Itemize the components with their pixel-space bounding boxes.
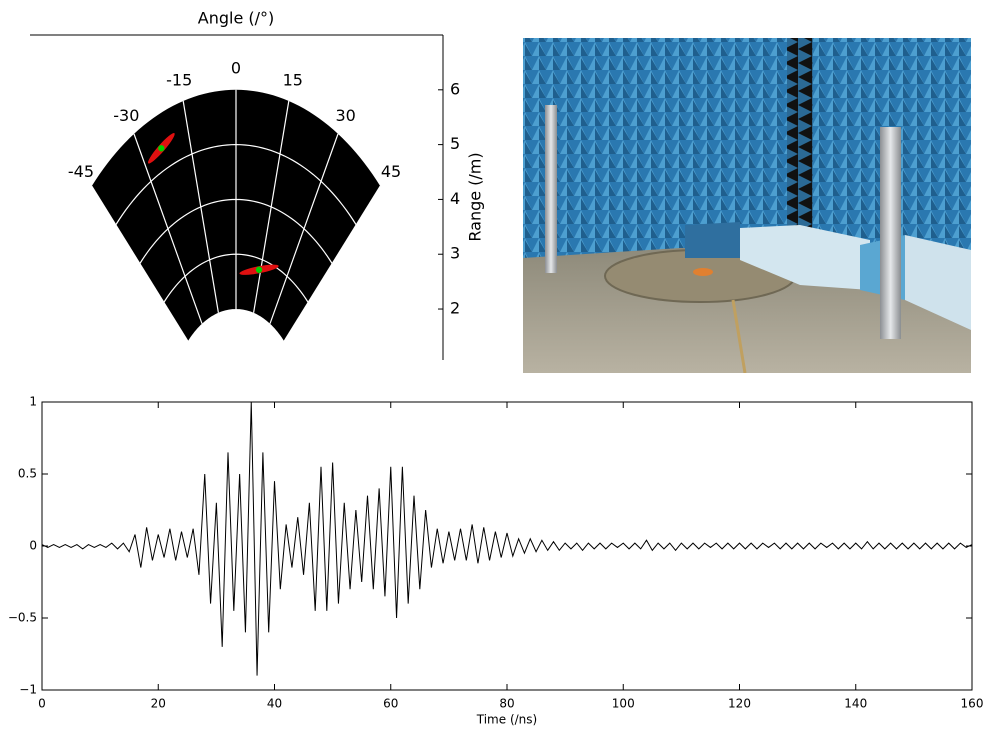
y-tick-label: 0: [29, 539, 37, 553]
target-point: [158, 145, 165, 152]
y-tick-label: −0.5: [8, 611, 37, 625]
absorber-block: [740, 225, 870, 290]
angle-tick-label: 15: [283, 71, 303, 90]
corner-absorbers: [787, 38, 813, 228]
angle-grid-line: [269, 133, 339, 324]
plot-frame: [41, 401, 973, 691]
angle-grid-line: [133, 133, 203, 324]
angle-tick-label: -45: [68, 162, 94, 181]
x-tick-label: 140: [844, 697, 867, 711]
turntable-center: [693, 268, 713, 276]
signal-line: [41, 401, 973, 676]
x-tick-label: 40: [267, 697, 282, 711]
x-tick-label: 100: [612, 697, 635, 711]
angle-tick-label: 0: [231, 59, 241, 78]
x-axis-label: Time (/ns): [476, 713, 537, 727]
range-tick-label: 5: [450, 134, 460, 153]
pole: [545, 105, 557, 273]
x-tick-label: 120: [728, 697, 751, 711]
angle-tick-label: -30: [113, 106, 139, 125]
target-point: [255, 266, 263, 273]
x-tick-label: 60: [383, 697, 398, 711]
floor-line: [731, 299, 747, 373]
angle-grid-line: [91, 185, 189, 342]
angle-grid-line: [253, 100, 290, 313]
angle-grid-line: [182, 100, 219, 313]
absorber-block: [905, 235, 971, 330]
angle-grid-line: [283, 185, 381, 342]
x-tick-label: 0: [38, 697, 46, 711]
y-tick-label: −1: [19, 683, 37, 697]
angle-tick-label: 45: [381, 162, 401, 181]
x-tick-label: 160: [961, 697, 984, 711]
pole: [880, 127, 901, 339]
range-tick-label: 3: [450, 244, 460, 263]
x-tick-label: 80: [499, 697, 514, 711]
x-tick-label: 20: [151, 697, 166, 711]
angle-tick-label: -15: [166, 71, 192, 90]
polar-title: Angle (/°): [198, 9, 275, 28]
chamber-photo: [523, 38, 971, 373]
absorber-block: [685, 222, 740, 258]
range-tick-label: 4: [450, 189, 460, 208]
y-tick-label: 1: [29, 395, 37, 409]
range-tick-label: 2: [450, 299, 460, 318]
range-tick-label: 6: [450, 79, 460, 98]
range-axis-label: Range (/m): [466, 152, 485, 241]
y-tick-label: 0.5: [18, 467, 37, 481]
angle-tick-label: 30: [335, 106, 355, 125]
